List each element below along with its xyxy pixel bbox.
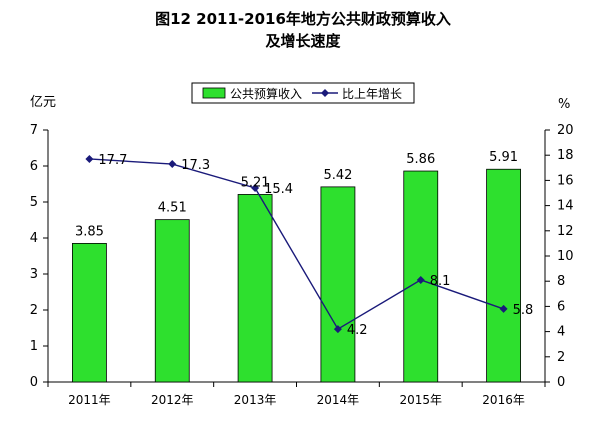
- chart-title-line-1: 图12 2011-2016年地方公共财政预算收入: [155, 10, 451, 28]
- line-point: [333, 325, 342, 334]
- y-left-tick-label: 1: [30, 339, 38, 354]
- legend-bar-label: 公共预算收入: [230, 86, 302, 101]
- bar: [486, 168, 521, 383]
- y-left-tick-label: 2: [30, 303, 38, 318]
- y-right-tick-label: 14: [557, 199, 574, 214]
- y-right-tick-label: 10: [557, 249, 574, 264]
- line-point: [251, 183, 260, 192]
- y-left-tick-label: 7: [30, 123, 38, 138]
- line-series: [85, 154, 508, 334]
- line-value-label: 4.2: [347, 323, 368, 338]
- y-right-tick-label: 8: [557, 274, 565, 289]
- y-left-tick-label: 6: [30, 159, 38, 174]
- y-left-tick-label: 5: [30, 195, 38, 210]
- chart-title: 图12 2011-2016年地方公共财政预算收入 及增长速度: [0, 8, 606, 52]
- x-tick-label: 2016年: [482, 393, 525, 407]
- y-right-tick-label: 4: [557, 325, 565, 340]
- line-value-label: 8.1: [430, 274, 451, 289]
- legend: 公共预算收入 比上年增长: [191, 82, 415, 104]
- line-point: [168, 160, 177, 169]
- line-value-label: 17.3: [181, 158, 210, 173]
- y-right-tick-label: 2: [557, 350, 565, 365]
- bar: [237, 194, 273, 383]
- data-labels: 3.85 4.51 5.21 5.42 5.86 5.91 17.7 17.3 15.4 4.2 8…: [75, 150, 533, 338]
- bar-value-label: 5.21: [241, 175, 270, 190]
- y-right-tick-label: 0: [557, 375, 565, 390]
- x-tick-label: 2011年: [68, 393, 111, 407]
- y-left-unit: 亿元: [30, 95, 56, 110]
- bar: [154, 219, 190, 383]
- bar: [72, 242, 107, 383]
- y-right-tick-label: 20: [557, 123, 574, 138]
- bar-value-label: 3.85: [75, 224, 104, 239]
- line-value-label: 17.7: [98, 153, 127, 168]
- x-tick-label: 2015年: [399, 393, 442, 407]
- line-point: [85, 154, 94, 163]
- line-point: [416, 275, 425, 284]
- x-tick-label: 2013年: [234, 393, 277, 407]
- legend-line-marker: [321, 89, 329, 97]
- bar-value-label: 5.91: [489, 150, 518, 165]
- line-point: [499, 304, 508, 313]
- y-right-tick-label: 18: [557, 148, 574, 163]
- chart-title-line-2: 及增长速度: [265, 32, 341, 50]
- y-left-tick-label: 4: [30, 231, 38, 246]
- x-tick-label: 2014年: [317, 393, 360, 407]
- y-left-tick-label: 3: [30, 267, 38, 282]
- bar-series: [72, 168, 521, 383]
- y-right-unit: %: [558, 97, 570, 112]
- y-right-tick-label: 6: [557, 299, 565, 314]
- y-left-tick-label: 0: [30, 375, 38, 390]
- bar-value-label: 5.86: [406, 152, 435, 167]
- growth-line: [89, 158, 504, 331]
- line-value-label: 15.4: [264, 182, 293, 197]
- legend-frame: [191, 82, 415, 104]
- bar: [320, 186, 356, 383]
- bar-value-label: 5.42: [323, 168, 352, 183]
- legend-bar-swatch: [202, 87, 226, 99]
- line-value-label: 5.8: [513, 303, 534, 318]
- y-right-tick-label: 12: [557, 224, 574, 239]
- bar-value-label: 4.51: [158, 201, 187, 216]
- legend-line-label: 比上年增长: [342, 87, 402, 101]
- x-tick-label: 2012年: [151, 393, 194, 407]
- y-right-tick-label: 16: [557, 173, 574, 188]
